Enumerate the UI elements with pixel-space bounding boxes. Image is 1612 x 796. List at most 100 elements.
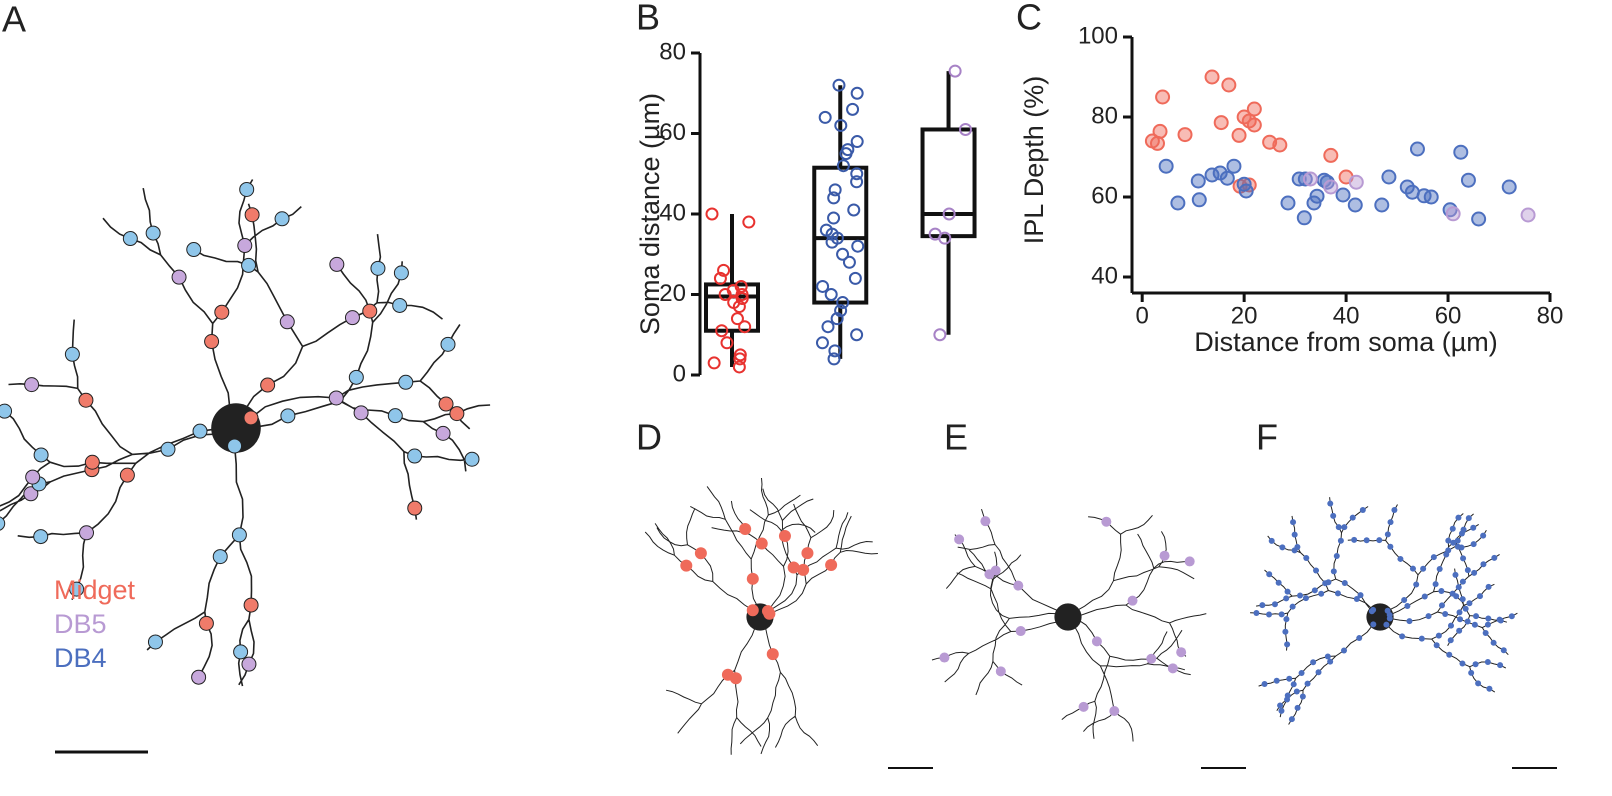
x-axis-label: Distance from soma (µm) [1194, 327, 1498, 357]
blob [1091, 636, 1102, 647]
point [735, 288, 749, 301]
neuron-drawings [0, 179, 1518, 755]
y-axis-label: IPL Depth (%) [1019, 76, 1049, 245]
blob [1330, 512, 1337, 519]
synapse-dot [241, 656, 257, 672]
synapse-dot [233, 644, 249, 660]
y-tick-label: 40 [659, 199, 686, 226]
blob [755, 537, 768, 550]
blob [1261, 681, 1268, 688]
point [717, 263, 731, 277]
point [827, 191, 841, 205]
point [933, 328, 947, 342]
point [816, 279, 830, 293]
blob [1425, 613, 1432, 620]
blob [1420, 565, 1427, 572]
legend-label: DB4 [54, 643, 107, 673]
blob [1383, 621, 1390, 628]
point [1520, 207, 1536, 223]
synapse-dot [239, 181, 255, 197]
synapse-dot [398, 374, 414, 390]
synapse-dot [407, 448, 423, 464]
point [732, 360, 746, 374]
blob [1446, 651, 1453, 658]
synapse-dot [438, 396, 454, 412]
blob [1401, 596, 1408, 603]
synapse-dot [353, 405, 369, 421]
point [828, 344, 842, 358]
blob [1330, 568, 1337, 575]
blob [1399, 633, 1406, 640]
synapse-dot [274, 211, 290, 227]
blob [1294, 704, 1301, 711]
blob [1409, 565, 1416, 572]
blob [1438, 602, 1445, 609]
point [827, 352, 841, 366]
synapse-dot [227, 438, 243, 454]
blob [1015, 626, 1026, 637]
blob [1311, 587, 1318, 594]
synapse-dot [79, 525, 95, 541]
blob [1167, 663, 1178, 674]
point [707, 356, 721, 370]
point [836, 247, 850, 261]
blob [1363, 537, 1370, 544]
point [733, 352, 747, 366]
blob [1421, 593, 1428, 600]
point [842, 255, 856, 269]
blob [1278, 611, 1285, 618]
blob [1266, 571, 1273, 578]
blob [1337, 537, 1344, 544]
point [836, 296, 850, 310]
blob [1289, 603, 1296, 610]
point [1297, 171, 1313, 187]
point [1471, 211, 1487, 227]
blob [1293, 688, 1300, 695]
point [1409, 141, 1425, 157]
blob [1404, 603, 1411, 610]
synapse-dot [280, 408, 296, 424]
synapse-dot [171, 269, 187, 285]
blob [1453, 593, 1460, 600]
blob [1387, 543, 1394, 550]
blob [1386, 611, 1393, 618]
x-tick-label: 60 [1435, 302, 1462, 329]
point [1453, 144, 1469, 160]
point [732, 300, 746, 314]
blob [1334, 590, 1341, 597]
blob [1484, 658, 1491, 665]
point [850, 175, 864, 189]
point [1246, 117, 1262, 133]
point [959, 122, 973, 136]
blob [1259, 602, 1266, 609]
blob [939, 652, 950, 663]
x-tick-label: 40 [1333, 302, 1360, 329]
blob [1275, 579, 1282, 586]
synapse-dot [244, 207, 260, 223]
blob [1438, 588, 1445, 595]
y-tick-label: 40 [1091, 262, 1118, 289]
blob [1397, 555, 1404, 562]
blob [1290, 681, 1297, 688]
blob [1391, 507, 1398, 514]
synapse-dot [186, 242, 202, 258]
synapse-dot [237, 238, 253, 254]
point [720, 336, 734, 350]
y-tick-label: 80 [659, 38, 686, 65]
blob [1462, 605, 1469, 612]
blob [1268, 537, 1275, 544]
point [1280, 195, 1296, 211]
blob [1283, 595, 1290, 602]
dendrite [931, 508, 1207, 742]
blob [1430, 554, 1437, 561]
blob [1473, 613, 1480, 620]
blob [1283, 616, 1290, 623]
blob [1485, 583, 1492, 590]
blob [1447, 637, 1454, 644]
blob [1353, 595, 1360, 602]
synapse-dot [212, 549, 228, 565]
point [1152, 123, 1168, 139]
blob [787, 561, 800, 574]
blob [1387, 519, 1394, 526]
